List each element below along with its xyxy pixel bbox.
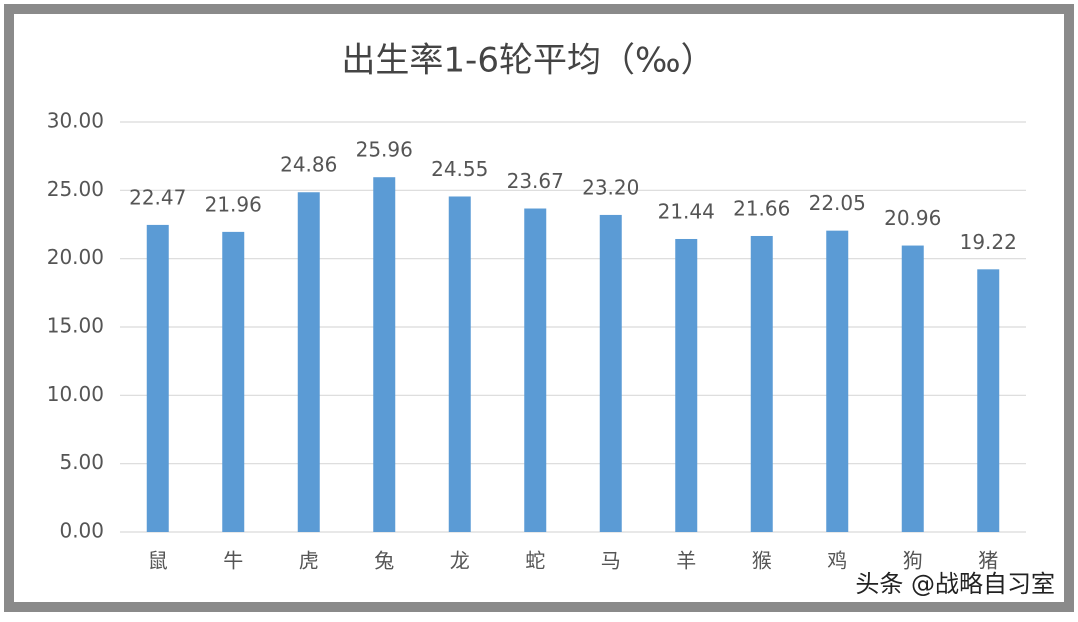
data-label: 25.96 xyxy=(356,138,413,162)
data-label: 23.20 xyxy=(582,175,639,199)
bar xyxy=(146,224,169,532)
y-tick-label: 0.00 xyxy=(59,519,104,543)
data-label: 21.66 xyxy=(733,196,790,220)
x-tick-label: 牛 xyxy=(223,549,243,573)
bar xyxy=(826,230,849,532)
x-tick-label: 猪 xyxy=(978,549,998,573)
x-tick-label: 鼠 xyxy=(148,549,168,573)
data-label: 19.22 xyxy=(960,230,1017,254)
y-tick-label: 10.00 xyxy=(47,382,104,406)
y-tick-label: 15.00 xyxy=(47,314,104,338)
x-tick-label: 马 xyxy=(601,549,621,573)
bar xyxy=(750,235,773,533)
x-tick-label: 狗 xyxy=(903,549,923,573)
bar xyxy=(675,238,698,532)
bar xyxy=(297,192,320,532)
data-label: 24.55 xyxy=(431,157,488,181)
watermark: 头条 @战略自习室 xyxy=(855,570,1055,598)
bar xyxy=(373,177,396,533)
y-tick-label: 5.00 xyxy=(59,450,104,474)
y-tick-label: 30.00 xyxy=(47,109,104,133)
bar xyxy=(524,208,547,532)
data-label: 22.47 xyxy=(129,185,186,209)
data-label: 21.96 xyxy=(205,192,262,216)
y-tick-label: 20.00 xyxy=(47,245,104,269)
x-tick-label: 兔 xyxy=(374,549,394,573)
data-label: 22.05 xyxy=(809,191,866,215)
bar xyxy=(222,231,245,532)
x-tick-label: 羊 xyxy=(676,549,696,573)
bar xyxy=(977,269,1000,532)
data-label: 23.67 xyxy=(507,169,564,193)
bar xyxy=(599,214,622,532)
data-label: 20.96 xyxy=(884,206,941,230)
bar xyxy=(448,196,471,532)
x-tick-label: 猴 xyxy=(752,549,772,573)
data-label: 24.86 xyxy=(280,153,337,177)
x-tick-label: 虎 xyxy=(299,549,319,573)
x-tick-label: 龙 xyxy=(450,549,470,573)
x-tick-label: 蛇 xyxy=(525,549,545,573)
chart-title: 出生率1-6轮平均（‰） xyxy=(341,41,714,81)
data-label: 21.44 xyxy=(658,199,715,223)
bar xyxy=(901,245,924,532)
x-tick-label: 鸡 xyxy=(827,549,847,573)
y-tick-label: 25.00 xyxy=(47,177,104,201)
